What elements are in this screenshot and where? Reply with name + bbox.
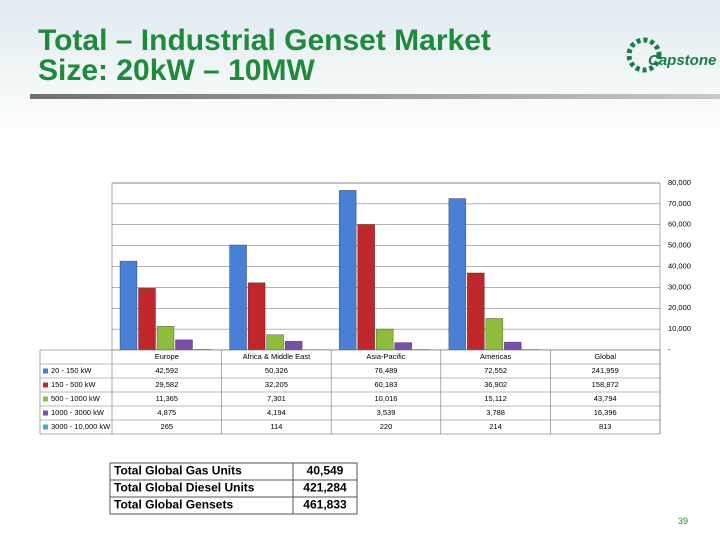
table-value: 15,112 [484,394,506,403]
logo-mark [626,37,662,73]
legend-swatch [43,410,48,416]
table-value: 4,875 [157,408,176,417]
table-value: 4,194 [267,408,286,417]
table-value: 50,326 [265,366,288,375]
bar [138,287,156,351]
y-tick-label: 20,000 [668,303,691,312]
legend-swatch [43,396,48,402]
table-value: 3,539 [377,408,396,417]
bar [175,339,193,351]
bar [448,198,467,351]
bar [338,190,357,351]
table-value: 10,016 [375,394,398,403]
bar [466,272,485,351]
bar [503,341,522,351]
bar [266,334,284,351]
table-value: 29,582 [155,380,178,389]
y-tick-label: 50,000 [668,241,691,250]
bar [229,244,247,351]
page-number: 39 [678,516,689,526]
summary-label: Total Global Gensets [114,498,233,512]
legend-label: 150 - 500 kW [51,380,97,389]
logo: Capstone [648,52,717,69]
table-value: 214 [489,422,502,431]
y-tick-label: 30,000 [668,282,691,291]
x-tick-label: Asia-Pacific [366,352,405,361]
bar [247,282,266,351]
table-value: 43,794 [594,394,617,403]
y-tick-label: 10,000 [668,324,691,333]
legend-label: 1000 - 3000 kW [51,408,105,417]
summary-value: 40,549 [307,464,344,478]
bar [394,342,413,351]
table-value: 76,489 [375,366,398,375]
table-value: 32,205 [265,380,288,389]
bar [485,318,504,351]
y-tick-label: - [668,345,671,354]
table-value: 42,592 [155,366,178,375]
slide-title: Total – Industrial Genset Market Size: 2… [38,24,491,87]
title-rule [30,94,720,99]
legend-swatch [43,368,48,374]
legend-label: 20 - 150 kW [51,366,92,375]
table-value: 72,552 [484,366,507,375]
bar [375,328,394,351]
table-value: 36,902 [484,380,507,389]
bar [156,325,175,351]
table-value: 60,183 [375,380,398,389]
summary-label: Total Global Diesel Units [114,481,255,495]
bar [357,224,376,351]
table-value: 813 [599,422,612,431]
legend-label: 500 - 1000 kW [51,394,101,403]
legend-swatch [43,382,48,388]
y-tick-label: 60,000 [668,220,691,229]
x-tick-label: Americas [480,352,512,361]
x-tick-label: Global [594,352,616,361]
summary-box [109,462,358,515]
y-tick-label: 40,000 [668,261,691,270]
x-tick-label: Europe [155,352,179,361]
table-value: 158,872 [592,380,619,389]
bar [119,260,138,351]
legend-label: 3000 - 10,000 kW [51,422,111,431]
table-value: 16,396 [594,408,617,417]
table-value: 265 [161,422,174,431]
y-tick-label: 70,000 [668,199,691,208]
table-value: 7,301 [267,394,286,403]
summary-value: 421,284 [303,481,347,495]
table-value: 241,959 [592,366,619,375]
table-value: 114 [270,422,282,431]
table-value: 3,788 [486,408,505,417]
x-tick-label: Africa & Middle East [243,352,311,361]
legend-swatch [43,424,48,430]
bar [284,340,303,351]
table-value: 11,365 [156,394,178,403]
summary-label: Total Global Gas Units [114,464,242,478]
y-tick-label: 80,000 [668,178,691,187]
summary-table: Total Global Gas Units 40,549 Total Global… [109,462,358,515]
summary-value: 461,833 [303,498,347,512]
table-value: 220 [380,422,393,431]
